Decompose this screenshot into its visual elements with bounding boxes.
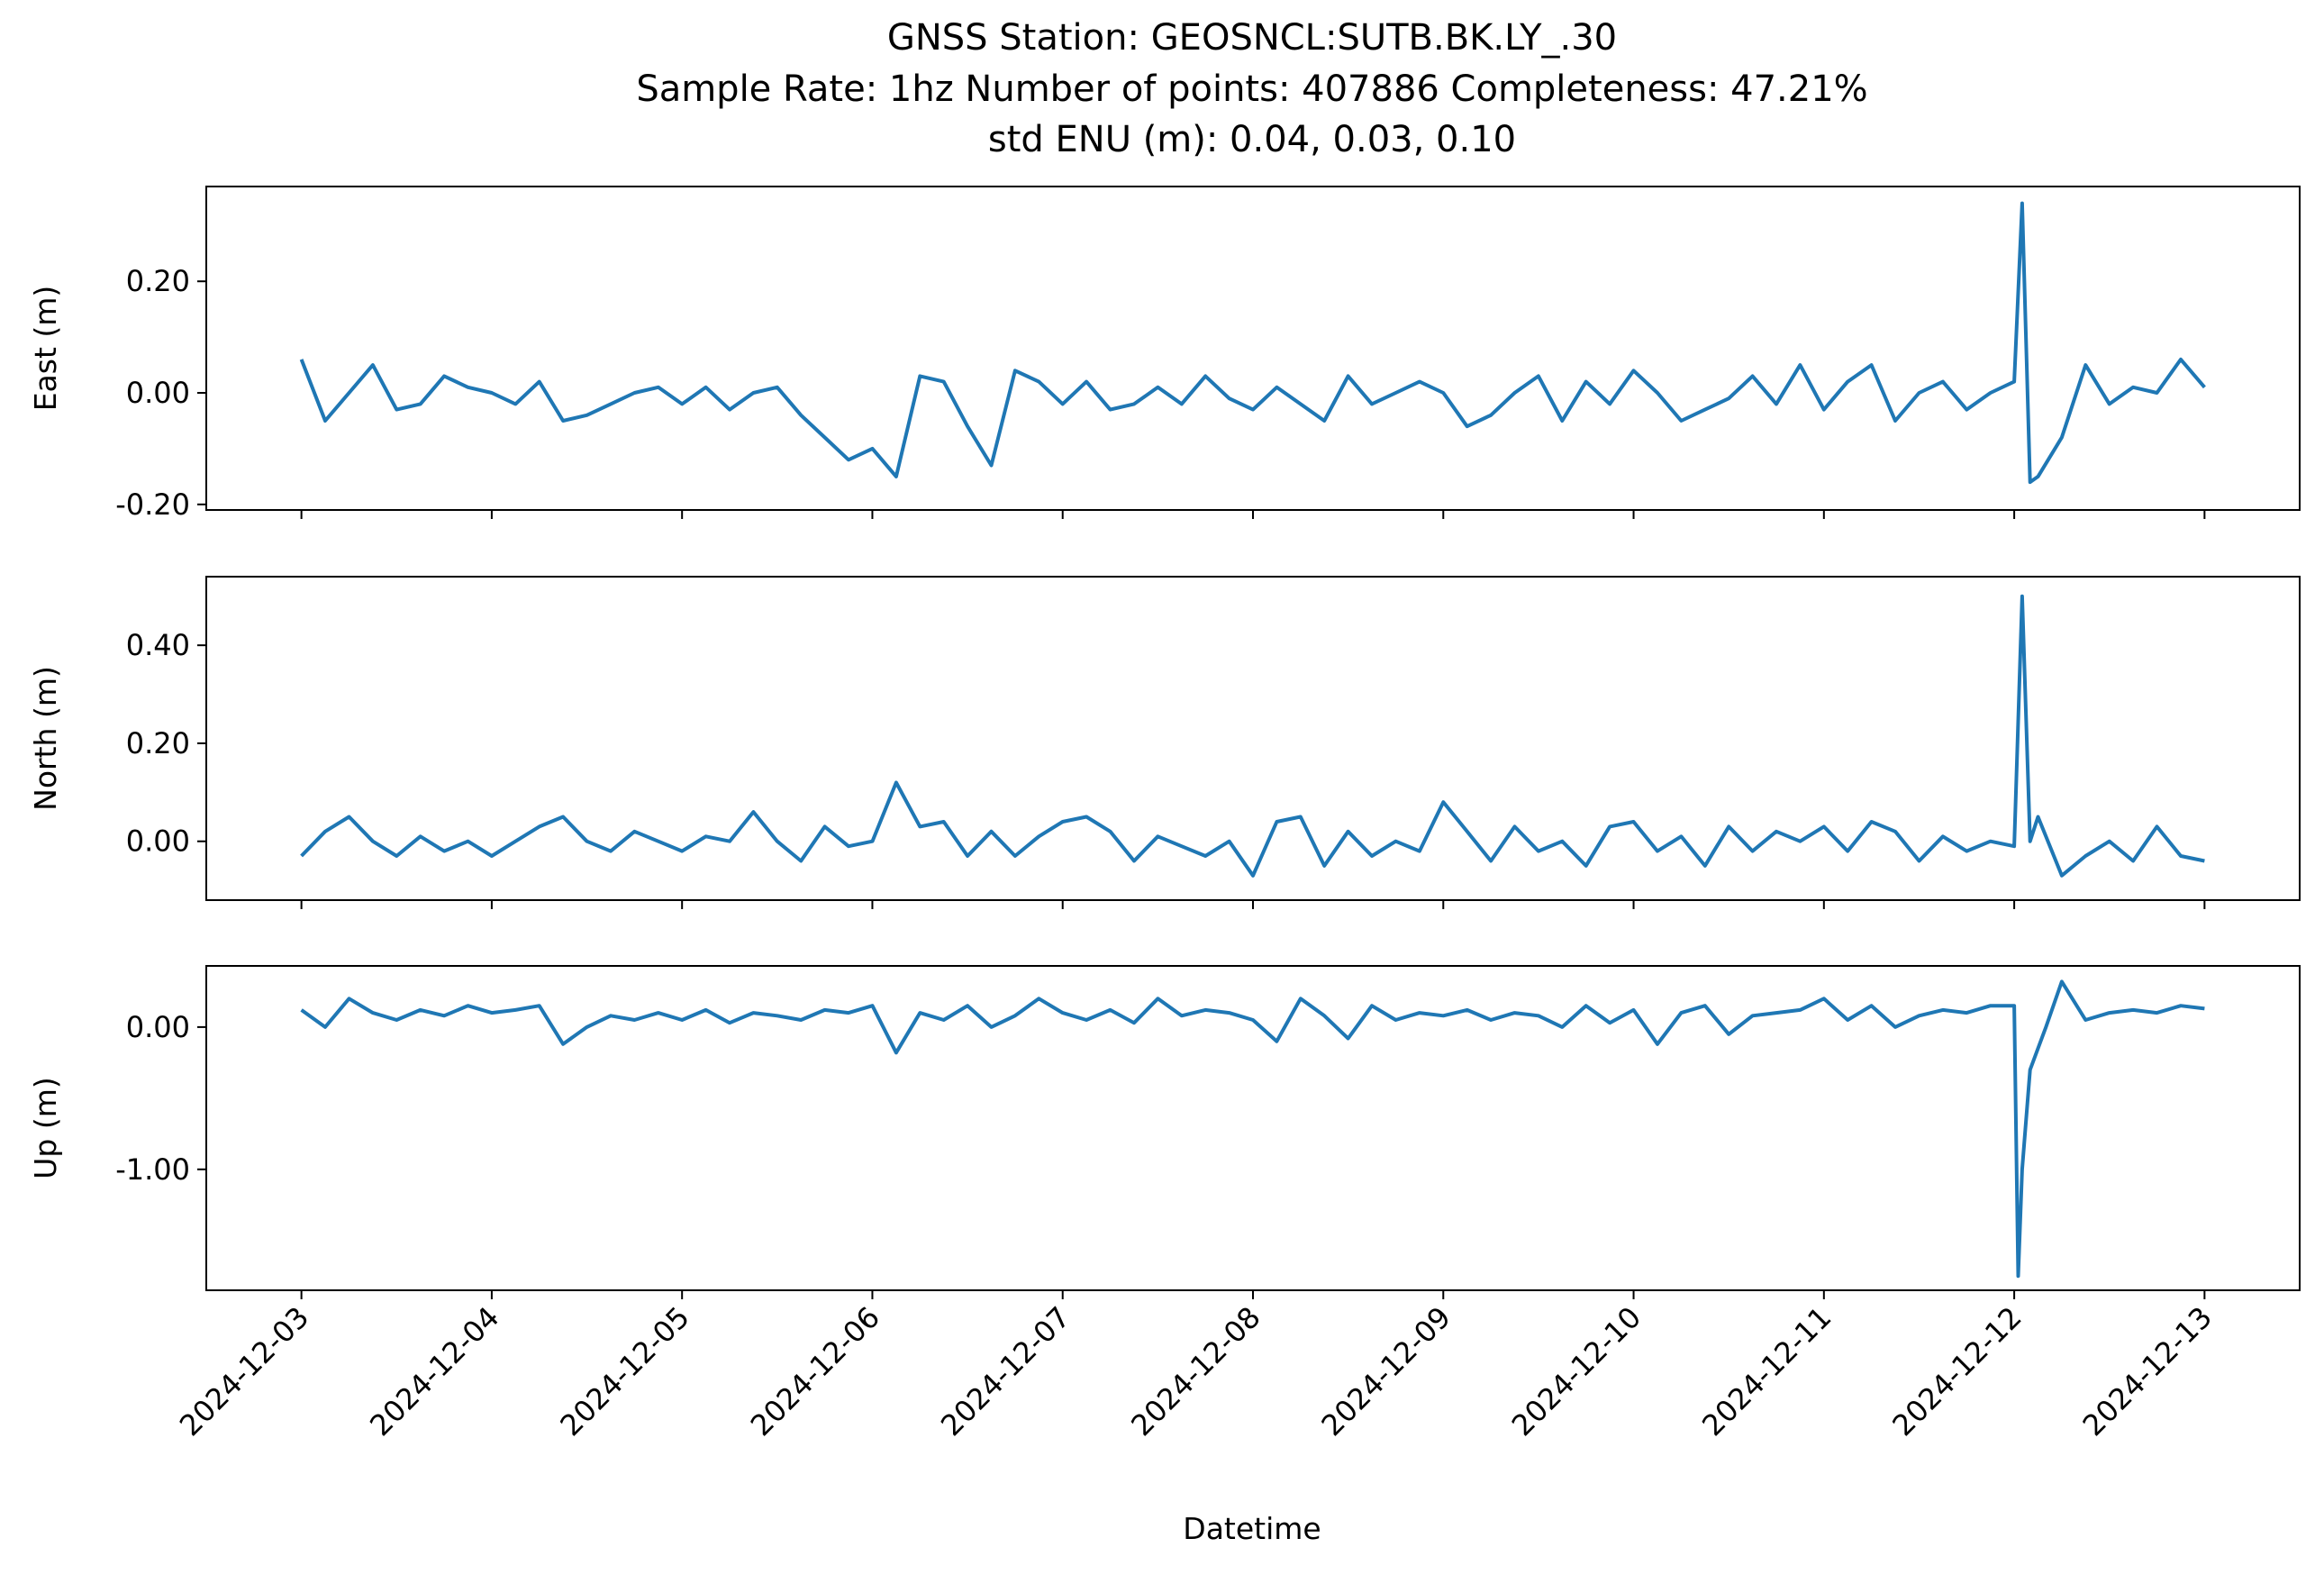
y-axis-label: North (m) bbox=[28, 666, 63, 811]
panel-1: 0.20 0.00 -0.20 East (m) bbox=[28, 186, 2301, 522]
series-line bbox=[300, 979, 2205, 1279]
y-tick-label: 0.40 bbox=[126, 628, 190, 662]
panel-2: 0.40 0.20 0.00 North (m) bbox=[28, 576, 2301, 909]
title-line-3: std ENU (m): 0.04, 0.03, 0.10 bbox=[988, 119, 1516, 160]
series-line bbox=[299, 201, 2206, 485]
panel-3: 0.00 -1.00 Up (m) bbox=[28, 965, 2301, 1299]
y-tick-label: 0.00 bbox=[126, 1010, 190, 1044]
y-tick-label: 0.00 bbox=[126, 376, 190, 410]
y-tick-label: 0.00 bbox=[126, 824, 190, 859]
y-tick-label: -0.20 bbox=[115, 487, 190, 522]
panels-group: 0.20 0.00 -0.20 East (m) 0.40 0.20 0.00 North (… bbox=[28, 186, 2301, 1299]
title-line-1: GNSS Station: GEOSNCL:SUTB.BK.LY_.30 bbox=[887, 17, 1617, 59]
title-line-2: Sample Rate: 1hz Number of points: 40788… bbox=[636, 68, 1867, 110]
x-axis-label: Datetime bbox=[1183, 1511, 1321, 1546]
y-tick-label: 0.20 bbox=[126, 726, 190, 760]
series-line bbox=[300, 594, 2205, 878]
y-axis-label: Up (m) bbox=[28, 1077, 63, 1179]
y-tick-label: -1.00 bbox=[115, 1152, 190, 1187]
y-tick-label: 0.20 bbox=[126, 264, 190, 298]
y-axis-label: East (m) bbox=[28, 286, 63, 412]
